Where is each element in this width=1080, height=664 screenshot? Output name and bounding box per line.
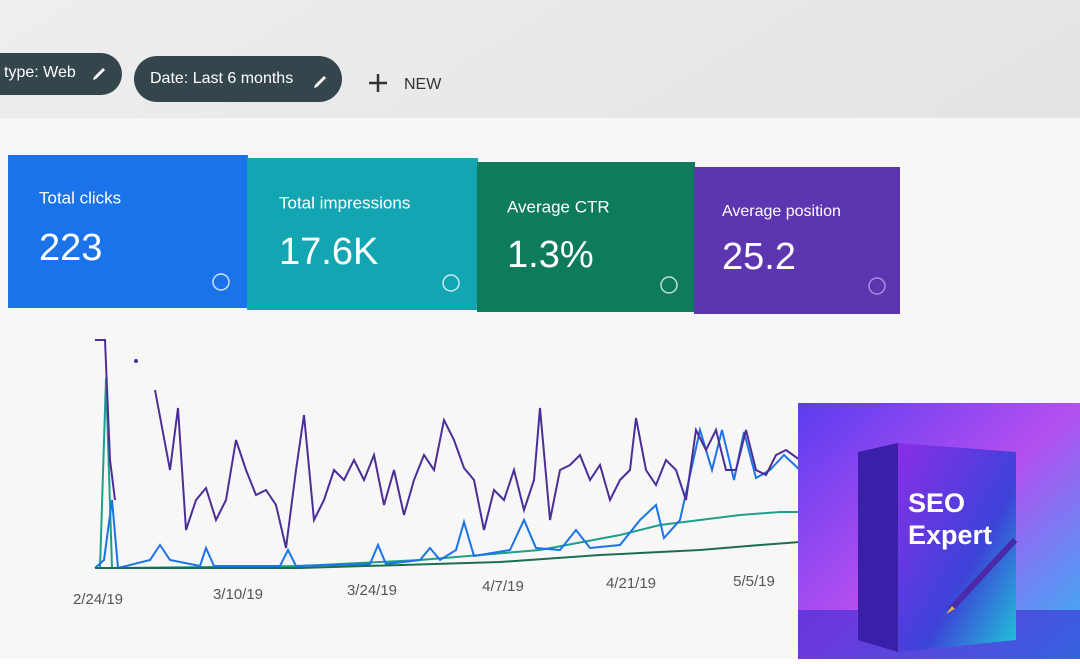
chip[interactable]: Date: Last 6 months	[134, 56, 342, 102]
x-label: 4/21/19	[606, 575, 656, 592]
metric-card[interactable]: Total impressions 17.6K	[247, 158, 478, 310]
metric-label: Average CTR	[507, 197, 610, 216]
metric-value: 17.6K	[279, 231, 378, 273]
new-button[interactable]: NEW	[369, 74, 442, 93]
chip[interactable]: type: Web	[0, 53, 122, 95]
x-label: 2/24/19	[73, 591, 123, 608]
chip-label: Date: Last 6 months	[150, 70, 293, 87]
metric-label: Total impressions	[279, 193, 410, 212]
x-label: 3/10/19	[213, 586, 263, 603]
chip-label: type: Web	[4, 64, 76, 81]
chart	[94, 339, 801, 570]
metric-label: Total clicks	[39, 188, 121, 207]
metric-card[interactable]: Average position 25.2	[694, 167, 900, 314]
metric-label: Average position	[722, 203, 841, 220]
x-label: 5/5/19	[733, 573, 775, 590]
metric-value: 223	[39, 227, 102, 269]
metric-card[interactable]: Average CTR 1.3%	[477, 162, 695, 312]
metric-value: 1.3%	[507, 234, 594, 276]
x-label: 4/7/19	[482, 578, 524, 595]
metric-card[interactable]: Total clicks 223	[8, 155, 248, 308]
promo: SEO Expert	[798, 403, 1080, 659]
promo-title: SEO Expert	[908, 488, 992, 550]
new-label: NEW	[404, 76, 442, 93]
x-label: 3/24/19	[347, 582, 397, 599]
metric-value: 25.2	[722, 236, 796, 278]
